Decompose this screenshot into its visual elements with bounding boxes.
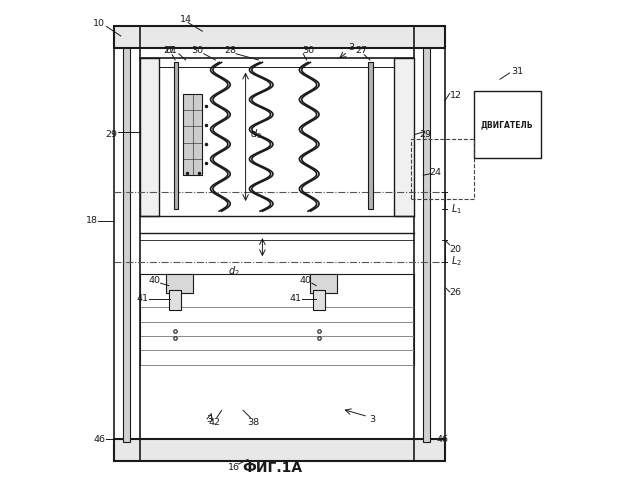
Text: ДВИГАТЕЛЬ: ДВИГАТЕЛЬ [481,120,534,129]
Text: 29: 29 [420,130,431,139]
Bar [412,139,474,199]
Text: 41: 41 [290,294,302,303]
Text: 46: 46 [436,435,449,444]
Text: 40: 40 [300,276,312,285]
Bar [166,274,193,293]
Bar [140,58,159,216]
Text: 40: 40 [148,276,161,285]
Text: 18: 18 [86,216,98,225]
Text: 27: 27 [163,46,175,55]
Text: 3: 3 [369,416,375,424]
Bar [114,439,445,461]
Text: 38: 38 [247,418,259,427]
Bar [114,26,445,48]
Text: 46: 46 [93,435,105,444]
Text: $L_1$: $L_1$ [451,202,461,216]
Text: 30: 30 [302,46,314,55]
Text: 20: 20 [450,245,461,254]
Bar [394,58,413,216]
Text: 42: 42 [209,418,220,427]
Bar [169,290,181,310]
Bar [368,62,372,209]
Bar [313,290,324,310]
Text: 10: 10 [93,20,105,28]
Text: 31: 31 [511,68,523,76]
Text: 28: 28 [224,46,236,55]
Text: 41: 41 [136,294,148,303]
Text: $d_2$: $d_2$ [228,264,239,278]
Text: 14: 14 [180,15,191,24]
Bar [114,26,140,461]
Text: $L_2$: $L_2$ [451,255,461,268]
Bar [183,94,202,175]
Bar [173,62,179,209]
Text: 3: 3 [348,44,355,52]
Bar [423,48,430,442]
Text: 61: 61 [165,46,177,55]
Text: 30: 30 [191,46,204,55]
Text: 16: 16 [228,464,239,472]
Bar [310,274,337,293]
Text: 26: 26 [450,288,461,297]
Text: 27: 27 [355,46,367,55]
Text: 3: 3 [207,416,212,424]
Bar [413,26,445,461]
Text: ФИГ.1А: ФИГ.1А [242,461,302,475]
Bar [474,91,541,158]
Text: 24: 24 [429,168,441,177]
Text: $d_3$: $d_3$ [250,128,262,141]
Text: 29: 29 [105,130,117,139]
Text: 12: 12 [450,92,461,100]
Bar [123,48,131,442]
